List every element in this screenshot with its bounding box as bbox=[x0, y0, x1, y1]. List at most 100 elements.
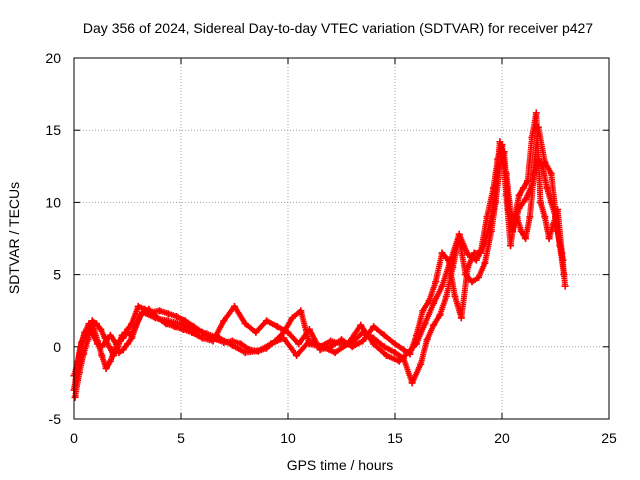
data-point bbox=[532, 109, 540, 117]
data-point bbox=[430, 299, 438, 307]
data-point bbox=[295, 340, 303, 348]
data-point bbox=[541, 158, 549, 166]
data-point bbox=[134, 302, 142, 310]
data-point bbox=[80, 350, 88, 358]
data-point bbox=[515, 204, 523, 212]
data-point bbox=[380, 331, 388, 339]
data-point bbox=[517, 227, 525, 235]
data-point bbox=[481, 239, 489, 247]
data-point bbox=[71, 393, 79, 401]
data-point bbox=[395, 357, 403, 365]
data-point bbox=[400, 346, 408, 354]
data-point bbox=[156, 307, 164, 315]
data-point bbox=[88, 317, 96, 325]
x-tick-label: 25 bbox=[601, 430, 617, 446]
data-point bbox=[496, 138, 504, 146]
data-point bbox=[237, 340, 245, 348]
data-point bbox=[522, 196, 530, 204]
data-point bbox=[344, 340, 352, 348]
data-point bbox=[198, 334, 206, 342]
data-point bbox=[464, 250, 472, 258]
x-tick-label: 0 bbox=[70, 430, 78, 446]
y-tick-label: 10 bbox=[45, 194, 61, 210]
data-point bbox=[92, 320, 100, 328]
data-point bbox=[502, 170, 510, 178]
data-point bbox=[545, 235, 553, 242]
x-tick-label: 20 bbox=[494, 430, 510, 446]
data-point bbox=[297, 307, 305, 315]
data-point bbox=[124, 340, 131, 348]
data-point bbox=[138, 308, 146, 316]
data-point bbox=[119, 346, 127, 354]
y-axis-label: SDTVAR / TECUs bbox=[6, 182, 22, 294]
data-point bbox=[84, 336, 92, 344]
data-point bbox=[252, 328, 260, 336]
x-tick-labels: 0 5 10 15 20 25 bbox=[70, 430, 617, 446]
data-point bbox=[114, 343, 122, 351]
data-point bbox=[421, 320, 429, 328]
marker-cloud bbox=[71, 109, 568, 379]
data-point bbox=[241, 320, 249, 328]
x-axis-label: GPS time / hours bbox=[287, 457, 394, 473]
data-point bbox=[164, 317, 172, 325]
data-point bbox=[534, 123, 542, 131]
data-point bbox=[391, 340, 399, 348]
data-point bbox=[382, 351, 390, 359]
data-point bbox=[438, 249, 446, 257]
plot-frame bbox=[73, 57, 610, 420]
data-point bbox=[122, 328, 130, 336]
x-tick-label: 5 bbox=[177, 430, 185, 446]
data-point bbox=[284, 328, 292, 336]
chart-title: Day 356 of 2024, Sidereal Day-to-day VTE… bbox=[83, 20, 593, 36]
y-tick-label: 20 bbox=[45, 50, 61, 66]
data-point bbox=[447, 256, 455, 264]
data-point bbox=[528, 181, 536, 189]
data-point bbox=[231, 302, 238, 310]
data-point bbox=[177, 320, 185, 328]
data-point bbox=[526, 213, 534, 221]
data-point bbox=[423, 336, 431, 344]
data-point bbox=[541, 213, 549, 221]
data-point bbox=[94, 340, 102, 348]
data-point bbox=[380, 343, 388, 351]
data-point bbox=[412, 340, 420, 348]
data-point bbox=[97, 325, 105, 333]
data-point bbox=[318, 343, 326, 351]
data-points bbox=[70, 109, 569, 401]
data-point bbox=[106, 331, 114, 339]
data-point bbox=[451, 292, 459, 300]
data-point bbox=[481, 259, 489, 267]
data-point bbox=[559, 256, 567, 264]
data-point bbox=[468, 278, 476, 286]
data-point bbox=[472, 256, 480, 264]
data-point bbox=[111, 337, 119, 345]
data-point bbox=[455, 230, 463, 238]
data-point bbox=[348, 343, 356, 351]
data-point bbox=[305, 337, 313, 345]
data-point bbox=[288, 314, 296, 322]
data-point bbox=[515, 191, 523, 199]
data-point bbox=[273, 323, 281, 331]
data-point bbox=[293, 351, 301, 359]
data-point bbox=[430, 321, 438, 329]
data-point bbox=[442, 292, 450, 300]
data-point bbox=[425, 297, 433, 305]
data-point bbox=[419, 307, 427, 315]
data-point bbox=[254, 347, 262, 355]
data-point bbox=[73, 360, 81, 368]
data-point bbox=[338, 336, 345, 344]
series-track-c bbox=[71, 123, 567, 401]
data-point bbox=[98, 343, 106, 351]
data-point bbox=[102, 364, 110, 372]
data-point bbox=[331, 349, 339, 357]
data-point bbox=[543, 184, 551, 192]
data-point bbox=[209, 337, 217, 345]
data-point bbox=[164, 310, 172, 318]
data-point bbox=[436, 311, 444, 319]
data-point bbox=[228, 341, 236, 349]
y-tick-label: 5 bbox=[53, 267, 61, 283]
data-point bbox=[216, 334, 224, 342]
data-point bbox=[438, 282, 446, 290]
data-point bbox=[241, 349, 249, 357]
data-point bbox=[359, 337, 367, 345]
